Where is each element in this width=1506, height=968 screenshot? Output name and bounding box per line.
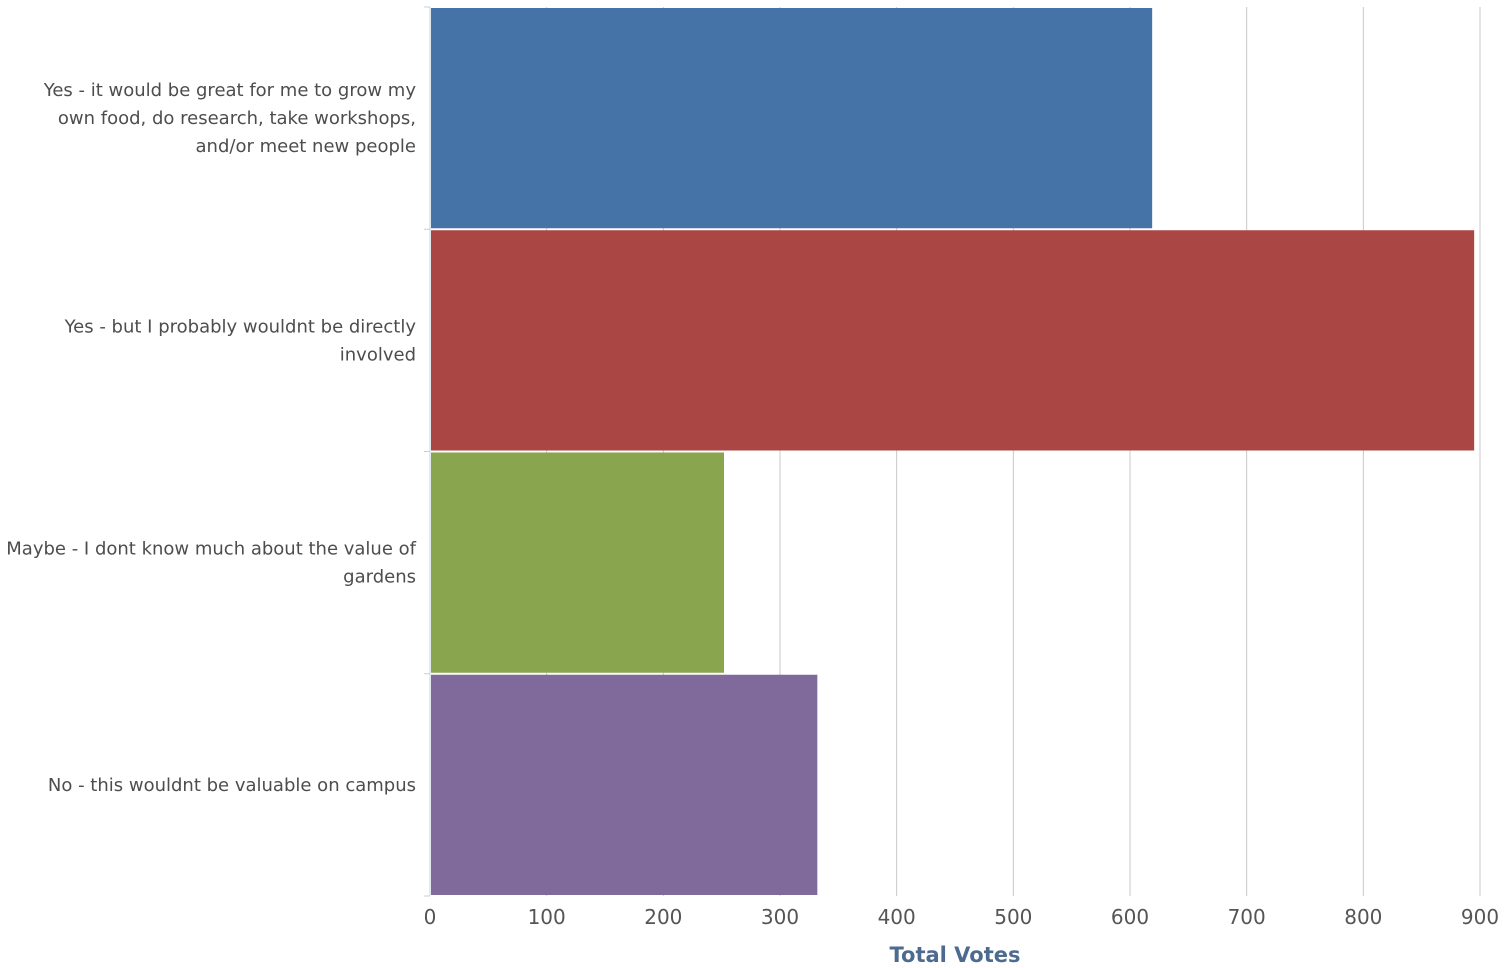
bars <box>431 8 1475 895</box>
category-label: No - this wouldnt be valuable on campus <box>48 775 416 796</box>
category-label-line: Yes - it would be great for me to grow m… <box>43 80 417 101</box>
x-axis-title: Total Votes <box>890 943 1021 967</box>
bar <box>431 674 818 895</box>
x-tick-label: 400 <box>878 905 916 929</box>
bar <box>431 8 1153 229</box>
category-label-line: Yes - but I probably wouldnt be directly <box>64 316 417 337</box>
x-tick-label: 300 <box>761 905 799 929</box>
x-tick-label: 200 <box>644 905 682 929</box>
category-label: Maybe - I dont know much about the value… <box>6 539 416 588</box>
x-tick-label: 500 <box>994 905 1032 929</box>
x-tick-label: 700 <box>1228 905 1266 929</box>
category-label-line: own food, do research, take workshops, <box>58 108 416 129</box>
category-label-line: No - this wouldnt be valuable on campus <box>48 775 416 796</box>
x-tick-label: 0 <box>424 905 437 929</box>
category-label-line: and/or meet new people <box>196 136 416 157</box>
x-tick-labels: 0 100 200 300 400 500 600 700 800 900 <box>424 905 1499 929</box>
bar <box>431 452 724 673</box>
category-label: Yes - but I probably wouldnt be directly… <box>64 316 417 365</box>
bar <box>431 230 1475 451</box>
category-label-line: involved <box>340 344 416 365</box>
x-tick-label: 600 <box>1111 905 1149 929</box>
x-tick-label: 900 <box>1461 905 1499 929</box>
x-tick-label: 800 <box>1344 905 1382 929</box>
category-labels: Yes - it would be great for me to grow m… <box>6 80 416 796</box>
category-label: Yes - it would be great for me to grow m… <box>43 80 417 157</box>
category-label-line: gardens <box>343 567 416 588</box>
category-label-line: Maybe - I dont know much about the value… <box>6 539 416 560</box>
x-tick-label: 100 <box>528 905 566 929</box>
